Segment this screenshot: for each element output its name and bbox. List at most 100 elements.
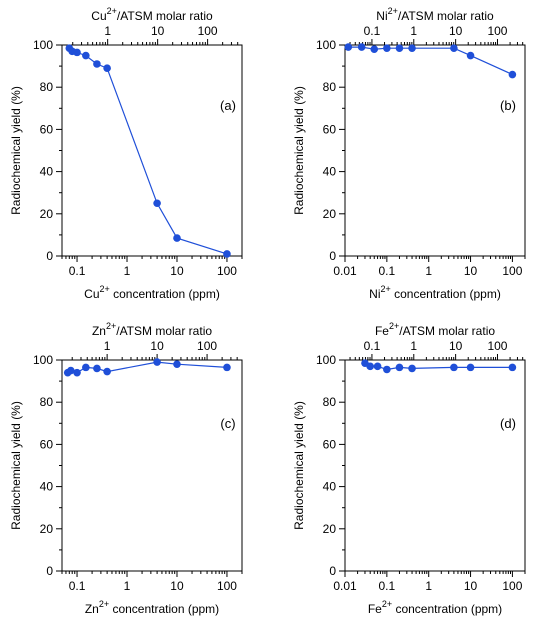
panel-label: (a) xyxy=(220,98,236,113)
top-axis-label-text: /ATSM molar ratio xyxy=(398,9,494,23)
data-point xyxy=(450,363,458,372)
x-axis-label-ion: Fe xyxy=(368,602,382,616)
x-axis-label-ion: Cu xyxy=(84,287,99,301)
data-point xyxy=(173,360,181,369)
data-point xyxy=(357,43,366,51)
y-tick-label: 60 xyxy=(40,122,54,136)
series-line xyxy=(67,361,228,374)
y-axis-label: Radiochemical yield (%) xyxy=(9,401,23,530)
top-axis-label-ion: Cu xyxy=(91,9,106,23)
data-point xyxy=(93,364,101,373)
y-tick-label: 60 xyxy=(323,122,337,136)
series-line xyxy=(68,47,228,255)
y-tick-label: 20 xyxy=(40,522,54,536)
data-point xyxy=(153,358,161,366)
y-tick-label: 80 xyxy=(323,80,337,94)
data-point xyxy=(366,362,374,371)
x-tick-label: 0.01 xyxy=(333,579,357,593)
x-axis-label-text: concentration (ppm) xyxy=(109,602,219,616)
x-tick-label: 0.1 xyxy=(69,579,86,593)
plot-frame xyxy=(344,44,526,257)
x-tick-label: 100 xyxy=(502,264,522,278)
x-tick-label: 1 xyxy=(124,264,131,278)
x-tick-label: 100 xyxy=(502,579,522,593)
top-tick-label: 10 xyxy=(449,339,463,353)
data-point xyxy=(508,70,517,79)
y-tick-label: 40 xyxy=(40,480,54,494)
data-point xyxy=(508,363,517,372)
data-point xyxy=(373,362,382,371)
top-axis-label: Zn2+/ATSM molar ratio xyxy=(92,321,212,338)
x-axis-label-charge: 2+ xyxy=(381,284,391,294)
data-point xyxy=(408,44,416,52)
plot-frame xyxy=(344,359,526,572)
y-tick-label: 100 xyxy=(316,38,336,52)
x-tick-label: 1 xyxy=(124,579,131,593)
data-point xyxy=(173,234,181,242)
y-axis-label: Radiochemical yield (%) xyxy=(292,401,306,530)
top-axis-label-ion: Fe xyxy=(375,324,389,338)
y-tick-label: 100 xyxy=(316,353,336,367)
x-axis-label-text: concentration (ppm) xyxy=(392,602,502,616)
x-axis-label-text: concentration (ppm) xyxy=(110,287,220,301)
top-axis-label: Fe2+/ATSM molar ratio xyxy=(375,321,495,338)
chart-panel-c: 0.1 1 10 100 1 10 100 0 20 40 60 80 100 Radiochemical… xyxy=(9,321,243,616)
x-tick-label: 0.01 xyxy=(333,264,357,278)
x-tick-label: 0.1 xyxy=(379,579,396,593)
y-tick-label: 60 xyxy=(323,437,337,451)
data-point xyxy=(383,365,391,374)
y-tick-label: 20 xyxy=(40,207,54,221)
panel-label: (b) xyxy=(500,98,516,113)
top-tick-label: 100 xyxy=(487,24,507,38)
chart-panel-a: 0.1 1 10 100 1 10 100 0 20 40 60 80 100 Radiochemical… xyxy=(9,6,243,301)
data-point xyxy=(408,364,416,373)
top-axis-label-ion: Ni xyxy=(376,9,387,23)
x-tick-label: 10 xyxy=(170,579,184,593)
x-tick-label: 100 xyxy=(217,264,237,278)
x-axis-label-charge: 2+ xyxy=(382,599,392,609)
top-tick-label: 100 xyxy=(197,339,217,353)
data-point xyxy=(82,51,90,60)
data-point xyxy=(66,366,75,375)
data-point xyxy=(383,44,391,52)
top-tick-label: 100 xyxy=(487,339,507,353)
plot-frame xyxy=(61,44,243,257)
top-axis-label-text: /ATSM molar ratio xyxy=(117,9,213,23)
data-point xyxy=(395,363,404,372)
x-tick-label: 10 xyxy=(464,264,478,278)
top-tick-label: 10 xyxy=(151,24,165,38)
x-tick-label: 1 xyxy=(425,264,432,278)
data-point xyxy=(103,367,111,376)
y-tick-label: 20 xyxy=(323,522,337,536)
y-tick-label: 0 xyxy=(46,564,53,578)
data-point xyxy=(73,48,81,57)
y-tick-label: 0 xyxy=(46,249,53,263)
top-axis-label-text: /ATSM molar ratio xyxy=(116,324,212,338)
top-tick-label: 1 xyxy=(104,24,111,38)
top-tick-label: 1 xyxy=(410,339,417,353)
y-tick-label: 100 xyxy=(33,38,53,52)
top-tick-label: 10 xyxy=(150,339,164,353)
x-axis-label: Cu2+ concentration (ppm) xyxy=(84,284,220,301)
data-point xyxy=(153,199,161,208)
data-point xyxy=(223,363,231,372)
top-axis-label-charge: 2+ xyxy=(388,6,398,16)
top-tick-label: 100 xyxy=(198,24,218,38)
data-point xyxy=(103,64,111,73)
top-axis-label-charge: 2+ xyxy=(106,321,116,331)
chart-panel-b: 0.01 0.1 1 10 100 0.1 1 10 100 0 20 40 60 80 100 Radioc… xyxy=(292,6,526,301)
x-axis-label-ion: Zn xyxy=(85,602,99,616)
x-axis-label: Ni2+ concentration (ppm) xyxy=(369,284,501,301)
plot-frame xyxy=(61,359,243,572)
data-point xyxy=(73,368,81,377)
top-axis-label-ion: Zn xyxy=(92,324,106,338)
x-tick-label: 0.1 xyxy=(69,264,86,278)
panel-label: (d) xyxy=(500,416,516,431)
top-tick-label: 1 xyxy=(410,24,417,38)
y-tick-label: 40 xyxy=(40,165,54,179)
y-tick-label: 40 xyxy=(323,165,337,179)
data-point xyxy=(466,51,475,60)
top-tick-label: 0.1 xyxy=(364,339,381,353)
chart-panel-d: 0.01 0.1 1 10 100 0.1 1 10 100 0 20 40 60 80 100 Radioc… xyxy=(292,321,526,616)
